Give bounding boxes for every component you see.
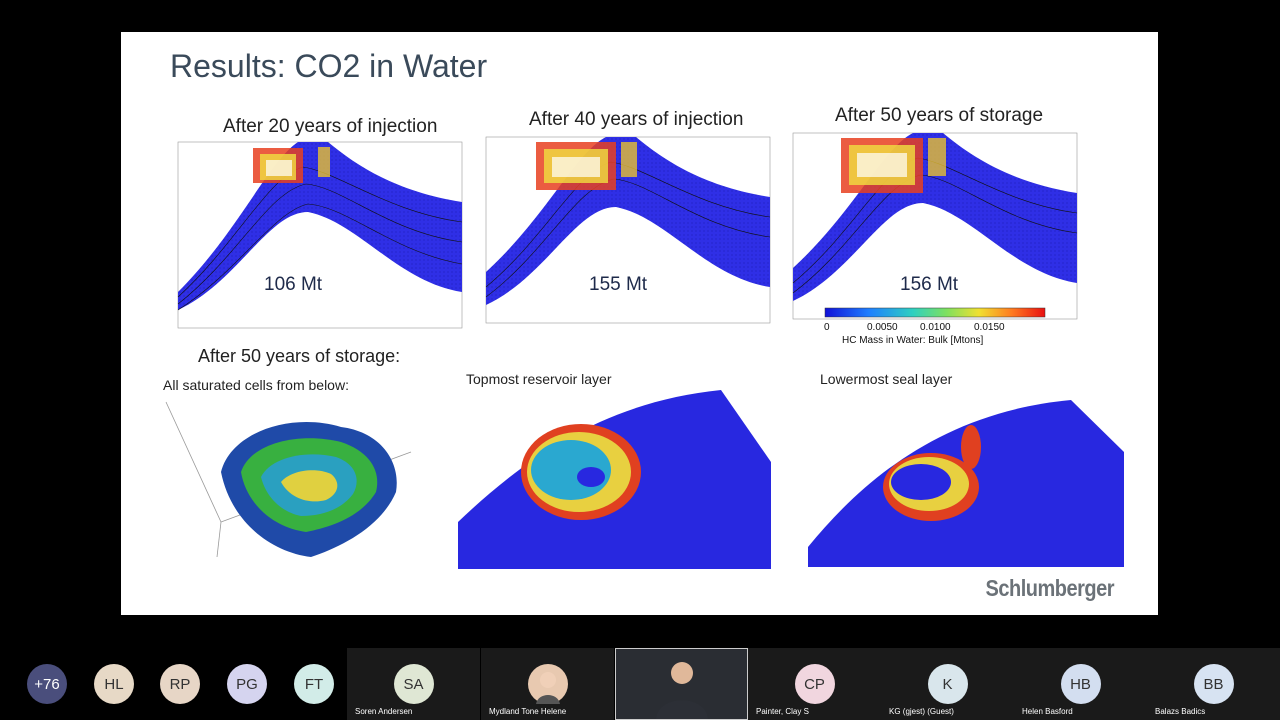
- cross-section-panel-1: [177, 141, 463, 329]
- panel-3-mass: 156 Mt: [900, 274, 959, 295]
- participant-tile-hb[interactable]: HB Helen Basford: [1014, 648, 1147, 720]
- participant-name: Painter, Clay S: [756, 707, 809, 716]
- topmost-reservoir-view: [458, 390, 771, 569]
- panel-2-mass: 155 Mt: [589, 274, 648, 295]
- participant-name: Helen Basford: [1022, 707, 1073, 716]
- participant-avatar-pg[interactable]: PG: [222, 648, 272, 720]
- participant-strip: +76 HL RP PG FT SA Soren Andersen Mydlan…: [0, 648, 1280, 720]
- avatar: K: [927, 664, 968, 704]
- participant-tile-cp[interactable]: CP Painter, Clay S: [748, 648, 881, 720]
- colorbar-tick-0: 0: [824, 322, 830, 333]
- participant-tile-k[interactable]: K KG (gjest) (Guest): [881, 648, 1014, 720]
- panel-1-subtitle: After 20 years of injection: [223, 116, 438, 137]
- person-photo-icon: [535, 672, 560, 704]
- panel-2-subtitle: After 40 years of injection: [529, 109, 744, 130]
- speaker-video-icon: [655, 662, 708, 719]
- panel-3-subtitle: After 50 years of storage: [835, 105, 1044, 126]
- participant-tile-bb[interactable]: BB Balazs Badics: [1147, 648, 1280, 720]
- avatar: PG: [227, 664, 267, 704]
- participant-name: Soren Andersen: [355, 707, 413, 716]
- overflow-participants[interactable]: +76: [22, 648, 72, 720]
- cross-section-figures: [165, 132, 1124, 569]
- avatar: [527, 664, 568, 704]
- avatar: HB: [1060, 664, 1101, 704]
- colorbar-caption: HC Mass in Water: Bulk [Mtons]: [842, 335, 984, 346]
- participant-avatar-ft[interactable]: FT: [289, 648, 339, 720]
- avatar: FT: [294, 664, 334, 704]
- participant-tile-mydland[interactable]: Mydland Tone Helene: [481, 648, 614, 720]
- colorbar-tick-2: 0.0100: [920, 322, 951, 333]
- avatar: CP: [794, 664, 835, 704]
- participant-tile-sa[interactable]: SA Soren Andersen: [347, 648, 480, 720]
- avatar: BB: [1193, 664, 1234, 704]
- avatar: HL: [94, 664, 134, 704]
- bottom-title: After 50 years of storage:: [198, 346, 401, 366]
- cross-section-panel-2: [485, 136, 771, 324]
- view-label-topmost: Topmost reservoir layer: [466, 371, 612, 387]
- slide-title: Results: CO2 in Water: [170, 48, 488, 84]
- colorbar: [824, 307, 1046, 318]
- colorbar-tick-1: 0.0050: [867, 322, 898, 333]
- participant-avatar-hl[interactable]: HL: [89, 648, 139, 720]
- active-speaker-video[interactable]: [615, 648, 748, 720]
- view-label-lowermost: Lowermost seal layer: [820, 371, 953, 387]
- participant-name: Mydland Tone Helene: [489, 707, 567, 716]
- presentation-slide: Results: CO2 in Water: [121, 32, 1158, 615]
- schlumberger-logo: Schlumberger: [985, 576, 1115, 602]
- cross-section-panel-3: [792, 132, 1078, 320]
- avatar: RP: [160, 664, 200, 704]
- view-label-saturated: All saturated cells from below:: [163, 377, 349, 393]
- participant-name: KG (gjest) (Guest): [889, 707, 954, 716]
- avatar: SA: [393, 664, 434, 704]
- colorbar-tick-3: 0.0150: [974, 322, 1005, 333]
- participant-name: Balazs Badics: [1155, 707, 1206, 716]
- participant-avatar-rp[interactable]: RP: [155, 648, 205, 720]
- overflow-count: +76: [27, 664, 67, 704]
- saturated-cells-3d-view: [165, 401, 412, 558]
- panel-1-mass: 106 Mt: [264, 274, 323, 295]
- lowermost-seal-view: [808, 400, 1124, 567]
